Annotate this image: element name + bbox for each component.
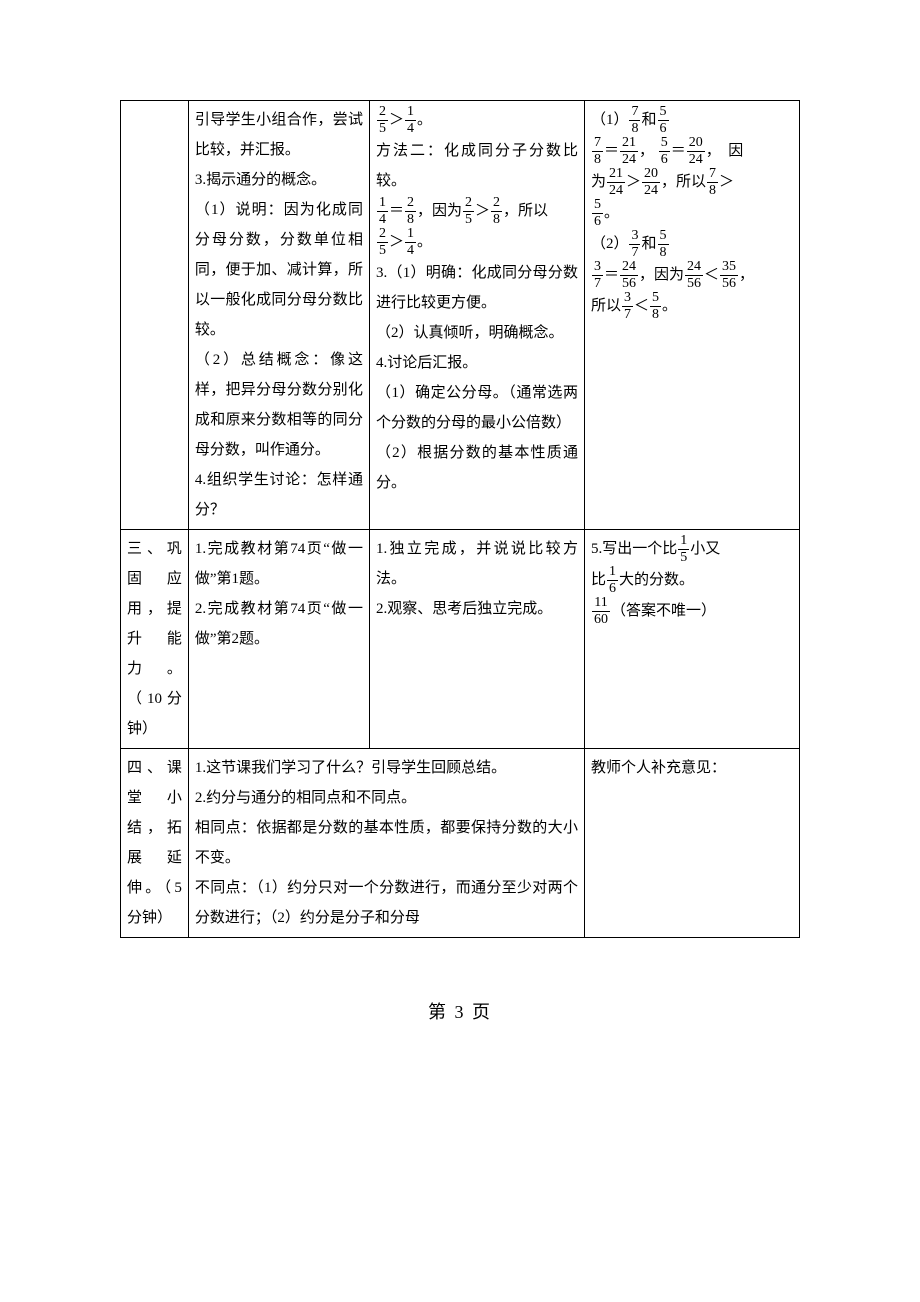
fraction: 15 — [678, 534, 689, 565]
cell-teacher-notes: 教师个人补充意见： — [584, 749, 799, 938]
text: 引导学生小组合作，尝试比较，并汇报。 — [195, 112, 363, 158]
text: ，因为 — [639, 267, 684, 283]
text: 大的分数。 — [619, 572, 694, 588]
text: 5.写出一个比 — [591, 541, 677, 557]
page-footer: 第 3 页 — [120, 998, 800, 1024]
text: （2）根据分数的基本性质通分。 — [376, 445, 578, 491]
fraction: 56 — [659, 136, 670, 167]
text: 4.讨论后汇报。 — [376, 355, 477, 371]
fraction: 14 — [377, 196, 388, 227]
table-row: 引导学生小组合作，尝试比较，并汇报。 3.揭示通分的概念。 （1）说明：因为化成… — [121, 101, 800, 530]
fraction: 78 — [629, 105, 640, 136]
text: 。 — [604, 205, 619, 221]
fraction: 58 — [658, 229, 669, 260]
fraction: 2456 — [685, 260, 703, 291]
cell-exercise: （1）78和56 78＝2124， 56＝2024， 因 为2124＞2024，… — [584, 101, 799, 530]
text: （1） — [591, 112, 629, 128]
cell-teacher-activity: 1.完成教材第74页“做一做”第1题。 2.完成教材第74页“做一做”第2题。 — [188, 530, 369, 749]
text: 所以 — [591, 298, 621, 314]
text: 比 — [591, 572, 606, 588]
text: ＞ — [719, 174, 734, 190]
fraction: 25 — [463, 196, 474, 227]
text: （1）确定公分母。（通常选两个分数的分母的最小公倍数） — [376, 385, 578, 431]
fraction: 56 — [592, 198, 603, 229]
fraction: 2124 — [620, 136, 638, 167]
text: ， 因 — [706, 143, 744, 159]
fraction: 28 — [405, 196, 416, 227]
text: ＝ — [389, 203, 404, 219]
fraction: 78 — [592, 136, 603, 167]
fraction: 25 — [377, 227, 388, 258]
text: 和 — [641, 112, 656, 128]
text: 为 — [591, 174, 606, 190]
text: ，所以 — [661, 174, 706, 190]
text: （答案不唯一） — [611, 603, 716, 619]
text: （1）说明：因为化成同分母分数，分数单位相同，便于加、减计算，所以一般化成同分母… — [195, 202, 363, 338]
table-row: 四、课堂小结，拓展延伸。（5分钟） 1.这节课我们学习了什么？引导学生回顾总结。… — [121, 749, 800, 938]
text: 方法二：化成同分子分数比较。 — [376, 143, 578, 189]
text: （2） — [591, 236, 629, 252]
fraction: 1160 — [592, 596, 610, 627]
fraction: 28 — [491, 196, 502, 227]
fraction: 2124 — [607, 167, 625, 198]
text: 。 — [417, 234, 432, 250]
fraction: 37 — [592, 260, 603, 291]
cell-exercise: 5.写出一个比15小又 比16大的分数。 1160（答案不唯一） — [584, 530, 799, 749]
cell-stage: 四、课堂小结，拓展延伸。（5分钟） — [121, 749, 189, 938]
fraction: 37 — [629, 229, 640, 260]
fraction: 25 — [377, 105, 388, 136]
fraction: 2456 — [620, 260, 638, 291]
text: ， — [639, 143, 654, 159]
text: 。 — [417, 112, 432, 128]
fraction: 2024 — [642, 167, 660, 198]
text: ＞ — [626, 174, 641, 190]
cell-stage — [121, 101, 189, 530]
cell-summary: 1.这节课我们学习了什么？引导学生回顾总结。 2.约分与通分的相同点和不同点。 … — [188, 749, 584, 938]
document-page: 引导学生小组合作，尝试比较，并汇报。 3.揭示通分的概念。 （1）说明：因为化成… — [0, 0, 920, 1064]
fraction: 78 — [707, 167, 718, 198]
fraction: 3556 — [720, 260, 738, 291]
text: 。 — [662, 298, 677, 314]
text: （2）认真倾听，明确概念。 — [376, 325, 564, 341]
text: 和 — [641, 236, 656, 252]
text: 3.揭示通分的概念。 — [195, 172, 326, 188]
table-row: 三、巩固应用，提升能力 。（10分钟） 1.完成教材第74页“做一做”第1题。 … — [121, 530, 800, 749]
text: ， — [739, 267, 754, 283]
cell-student-activity: 25＞14。 方法二：化成同分子分数比较。 14＝28，因为25＞28，所以 2… — [369, 101, 584, 530]
text: ，所以 — [503, 203, 548, 219]
cell-student-activity: 1.独立完成，并说说比较方法。 2.观察、思考后独立完成。 — [369, 530, 584, 749]
text: ，因为 — [417, 203, 462, 219]
text: ＝ — [604, 267, 619, 283]
fraction: 37 — [622, 291, 633, 322]
lesson-plan-table: 引导学生小组合作，尝试比较，并汇报。 3.揭示通分的概念。 （1）说明：因为化成… — [120, 100, 800, 938]
cell-teacher-activity: 引导学生小组合作，尝试比较，并汇报。 3.揭示通分的概念。 （1）说明：因为化成… — [188, 101, 369, 530]
text: 3.（1）明确：化成同分母分数进行比较更方便。 — [376, 265, 578, 311]
text: ＜ — [704, 267, 719, 283]
text: ＞ — [475, 203, 490, 219]
cell-stage: 三、巩固应用，提升能力 。（10分钟） — [121, 530, 189, 749]
fraction: 56 — [658, 105, 669, 136]
text: ＝ — [604, 143, 619, 159]
fraction: 58 — [650, 291, 661, 322]
fraction: 14 — [405, 105, 416, 136]
fraction: 2024 — [687, 136, 705, 167]
text: ＞ — [389, 234, 404, 250]
text: 小又 — [690, 541, 720, 557]
text: 4.组织学生讨论：怎样通分？ — [195, 472, 363, 518]
text: ＝ — [671, 143, 686, 159]
text: ＜ — [634, 298, 649, 314]
text: （2）总结概念：像这样，把异分母分数分别化成和原来分数相等的同分母分数，叫作通分… — [195, 352, 363, 458]
fraction: 14 — [405, 227, 416, 258]
text: ＞ — [389, 112, 404, 128]
fraction: 16 — [607, 565, 618, 596]
